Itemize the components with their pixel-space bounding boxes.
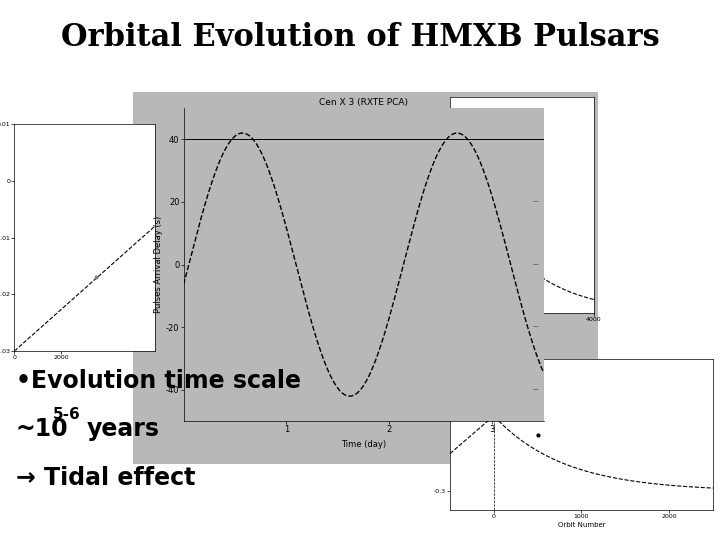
Text: → Tidal effect: → Tidal effect [16,466,195,490]
Text: •Evolution time scale: •Evolution time scale [16,369,301,393]
Text: years: years [86,417,159,441]
Title: Cen X 3 (RXTE PCA): Cen X 3 (RXTE PCA) [319,98,408,107]
Text: 5-6: 5-6 [53,407,81,422]
X-axis label: Time (day): Time (day) [341,440,386,449]
Y-axis label: Pulses Arrival Delay (s): Pulses Arrival Delay (s) [154,216,163,313]
Text: —: — [533,199,539,205]
Text: Orbital Evolution of HMXB Pulsars: Orbital Evolution of HMXB Pulsars [60,22,660,52]
Text: —: — [533,325,539,330]
Text: ~10: ~10 [16,417,68,441]
X-axis label: Orbit Number: Orbit Number [557,522,606,528]
Text: —: — [533,137,539,142]
Text: —: — [533,262,539,267]
Text: —: — [533,387,539,393]
